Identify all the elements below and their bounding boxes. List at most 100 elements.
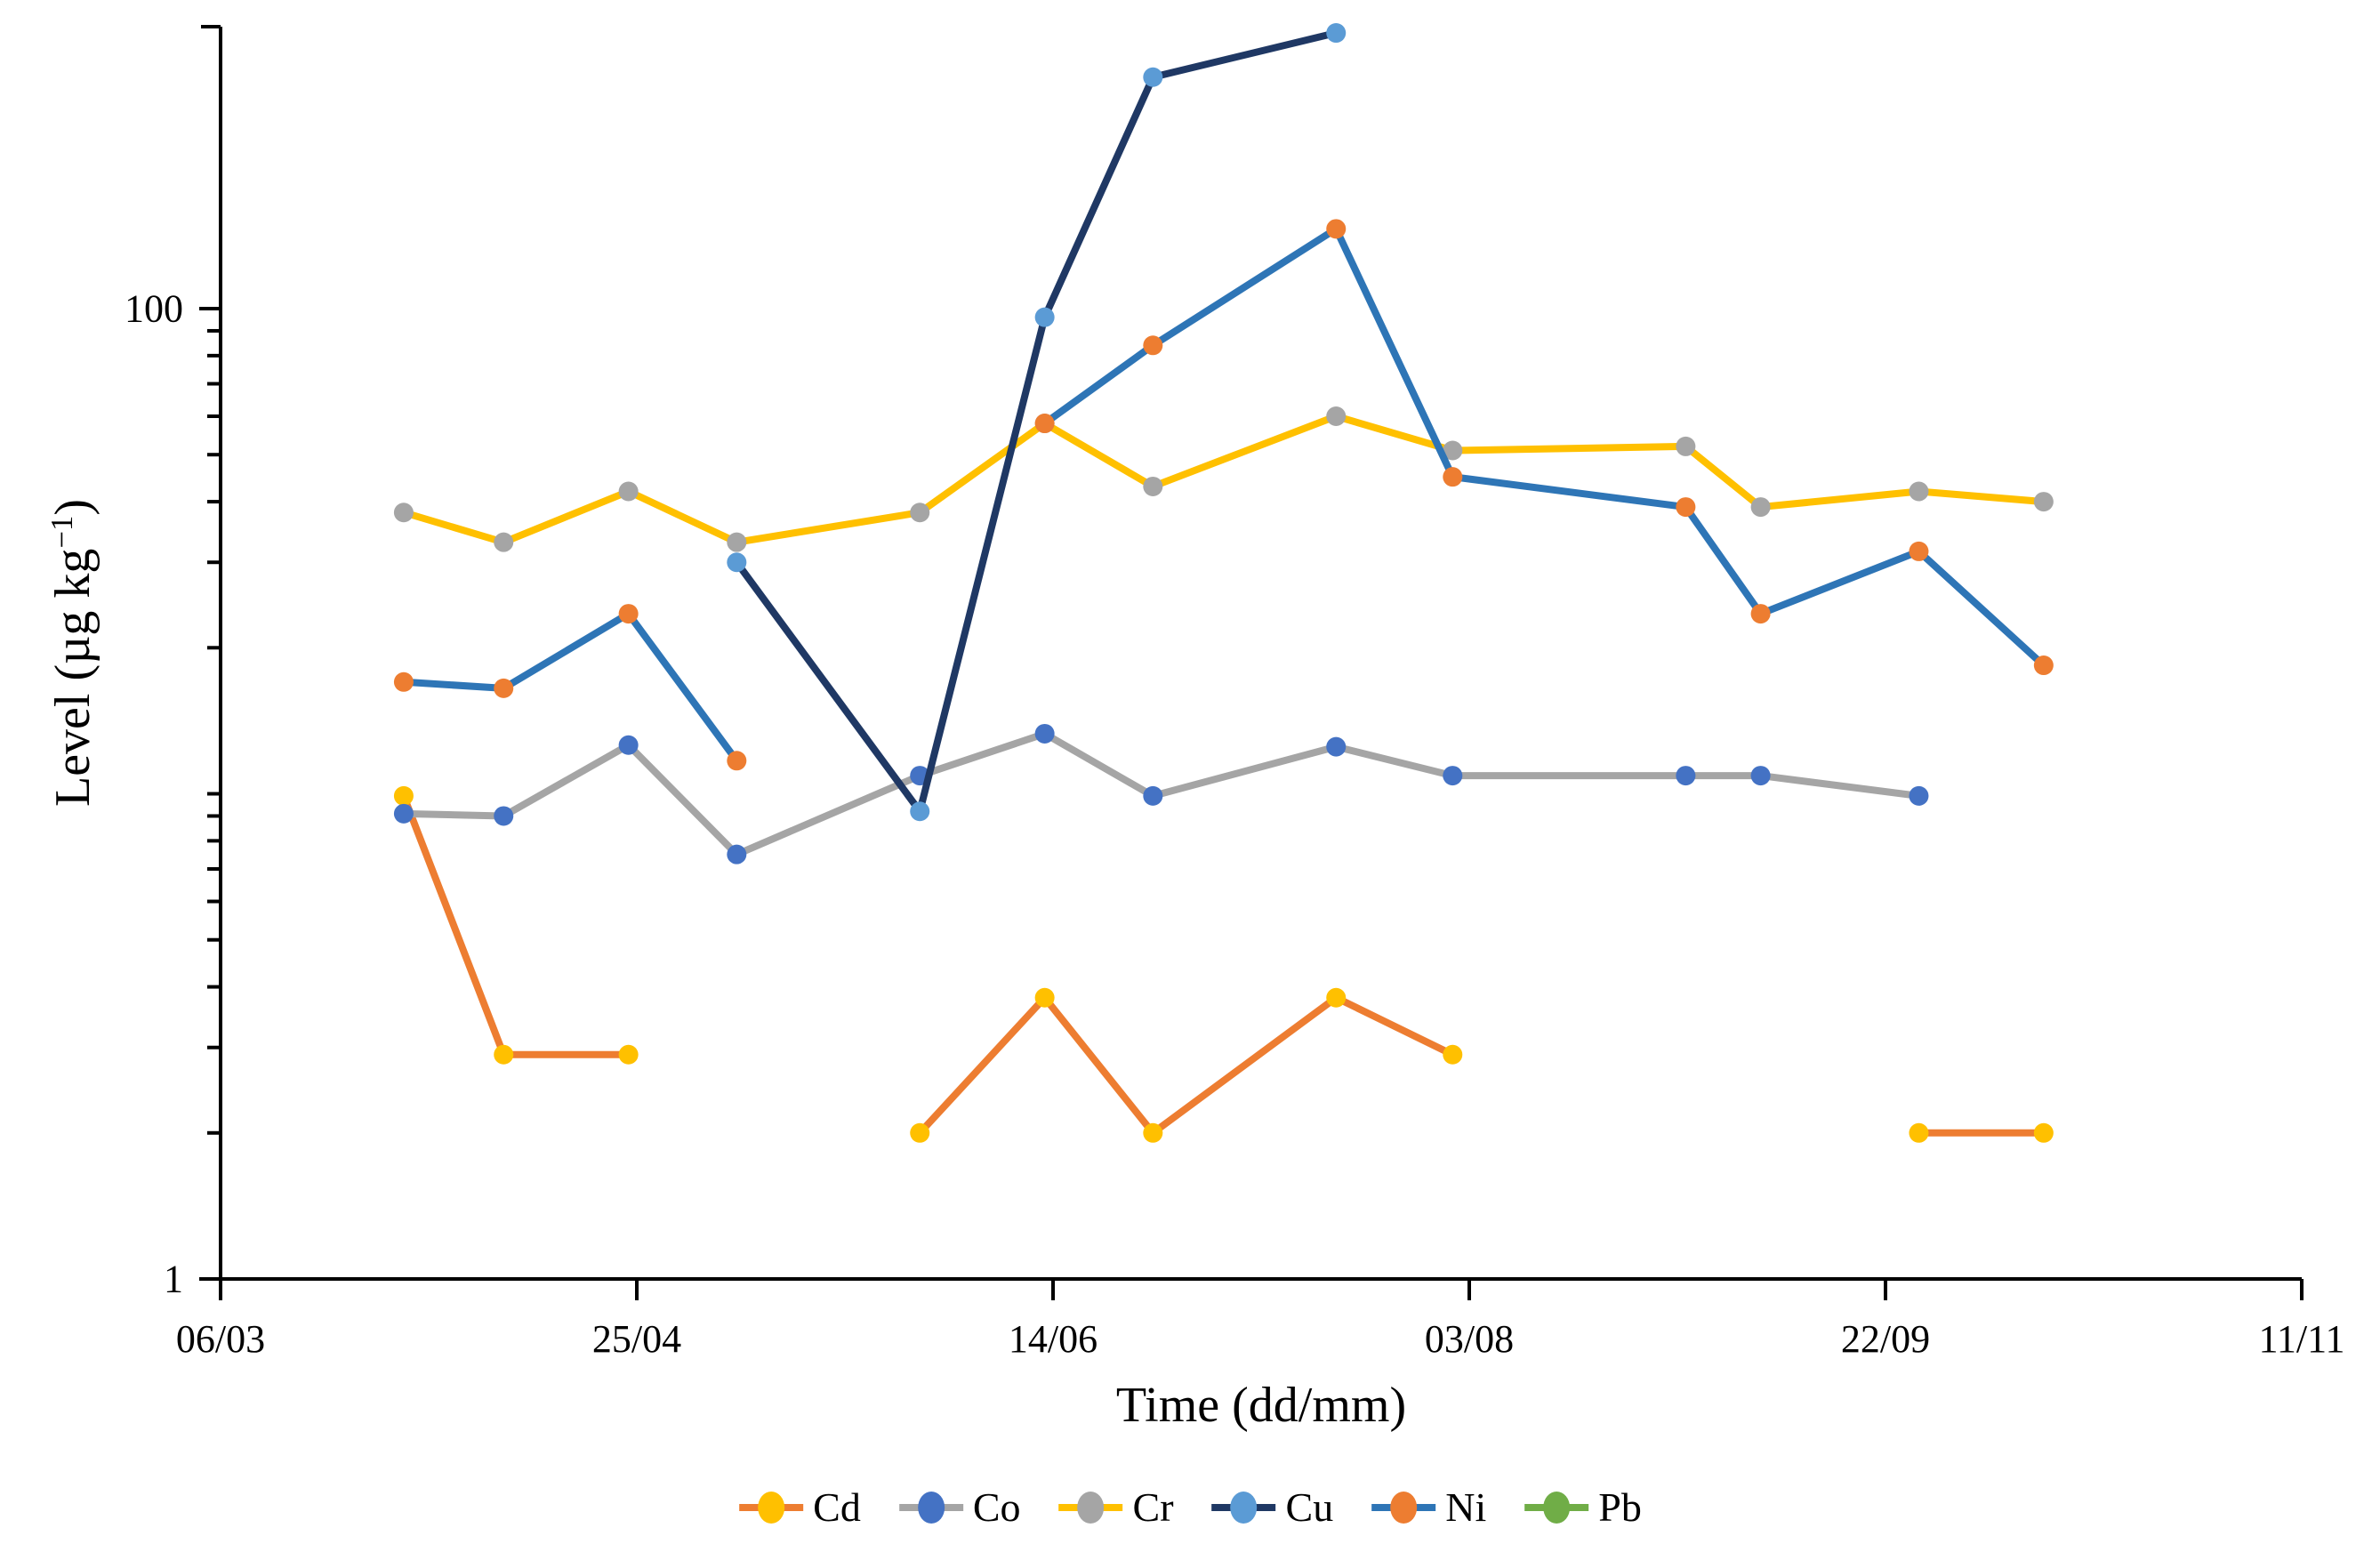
legend-item-pb: Pb [1524,1487,1642,1528]
y-tick-label: 1 [164,1258,183,1301]
marker-Cd [1909,1122,1929,1143]
marker-Cr [1143,476,1163,496]
legend-marker-Pb [1543,1492,1571,1524]
legend-swatch-cd [739,1492,804,1524]
series-line-Cd [399,792,632,1058]
marker-Cd [1326,987,1347,1008]
marker-Cu [910,801,930,822]
series-line-Ni [399,610,741,765]
marker-Co [1326,736,1347,757]
legend-item-cr: Cr [1058,1487,1174,1528]
marker-Cu [1143,67,1163,87]
series-Cr [393,406,2054,552]
marker-Cr [1326,406,1347,427]
marker-Cr [618,481,639,502]
marker-Ni [1034,414,1055,434]
marker-Cd [618,1044,639,1065]
marker-Cr [2033,492,2054,512]
marker-Cd [393,785,414,806]
series-Ni [393,219,2054,771]
x-tick-label: 06/03 [176,1317,265,1361]
legend-marker-Cr [1077,1492,1105,1524]
x-tick-label: 14/06 [1009,1317,1098,1361]
legend-marker-Co [917,1492,945,1524]
marker-Cd [1143,1122,1163,1143]
series-Cu [727,23,1347,822]
y-axis-title: Level (µg kg−1) [44,499,101,807]
marker-Co [1143,785,1163,806]
marker-Ni [494,678,514,698]
legend-item-ni: Ni [1371,1487,1486,1528]
legend-marker-Cd [758,1492,785,1524]
legend-label-pb: Pb [1598,1484,1642,1530]
legend-item-cu: Cu [1211,1484,1334,1530]
marker-Cd [1443,1044,1463,1065]
marker-Cd [494,1044,514,1065]
marker-Cr [1750,497,1771,518]
legend-item-co: Co [898,1487,1021,1528]
y-tick-label: 100 [125,287,183,331]
marker-Cr [727,532,747,552]
marker-Cd [910,1122,930,1143]
legend-swatch-cr [1058,1492,1123,1524]
marker-Cr [910,503,930,523]
series-line-Cd [916,993,1457,1137]
marker-Cr [1443,440,1463,461]
legend-marker-Ni [1390,1492,1418,1524]
x-axis-title: Time (dd/mm) [1115,1378,1407,1433]
x-tick-label: 03/08 [1425,1317,1514,1361]
marker-Cu [1326,23,1347,44]
marker-Ni [393,671,414,692]
marker-Cr [393,503,414,523]
marker-Cu [1034,307,1055,327]
axes [199,25,2304,1300]
marker-Ni [727,751,747,771]
marker-Ni [1143,335,1163,356]
x-tick-label: 22/09 [1841,1317,1930,1361]
y-axis-title-superscript: −1 [44,515,79,549]
marker-Ni [1750,604,1771,624]
legend-swatch-pb [1524,1492,1589,1524]
legend-label-cr: Cr [1132,1484,1174,1530]
legend-item-cd: Cd [738,1487,861,1528]
marker-Co [1443,766,1463,786]
marker-Cd [1034,987,1055,1008]
legend-label-cd: Cd [813,1484,861,1530]
chart-legend: Cd Co Cr Cu Ni Pb [738,1487,1642,1528]
marker-Cu [727,552,747,573]
marker-Ni [2033,655,2054,676]
x-tick-label: 25/04 [592,1317,681,1361]
marker-Cr [1676,436,1696,456]
marker-Co [494,806,514,826]
series-lines [393,23,2054,1143]
series-Cd [393,785,2054,1143]
marker-Cd [2033,1122,2054,1143]
legend-label-cu: Cu [1285,1484,1334,1530]
marker-Co [618,735,639,755]
legend-marker-Cu [1230,1492,1258,1524]
series-line-Ni [1041,225,2047,670]
marker-Co [393,803,414,824]
marker-Co [1909,785,1929,806]
marker-Co [1034,723,1055,744]
series-line-Co [399,729,1923,858]
marker-Co [1676,766,1696,786]
legend-swatch-co [898,1492,963,1524]
legend-swatch-cu [1211,1492,1276,1524]
marker-Ni [1909,541,1929,561]
marker-Co [727,844,747,864]
tick-labels: 1 100 06/03 25/04 14/06 03/08 22/09 11/11 [125,287,2344,1362]
legend-label-ni: Ni [1445,1484,1487,1530]
marker-Ni [618,604,639,624]
series-Co [393,723,1929,864]
marker-Ni [1443,467,1463,487]
legend-label-co: Co [972,1484,1021,1530]
series-line-Cr [399,413,2047,546]
marker-Cr [494,532,514,552]
x-tick-label: 11/11 [2259,1317,2345,1361]
marker-Cr [1909,481,1929,502]
legend-swatch-ni [1371,1492,1436,1524]
marker-Co [1750,766,1771,786]
marker-Ni [1326,219,1347,239]
